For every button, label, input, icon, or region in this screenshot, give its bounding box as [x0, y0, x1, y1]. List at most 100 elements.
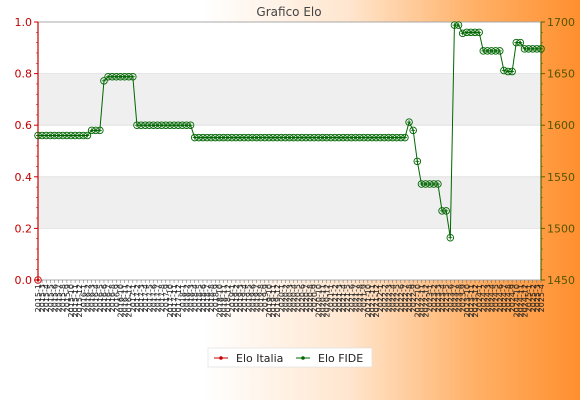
x-tick-label: 2019-6 — [248, 284, 257, 312]
x-tick-label: 2024-1 — [475, 284, 484, 312]
x-tick-label: 2017-5 — [145, 284, 154, 312]
x-tick-label: 2023-7 — [450, 284, 459, 312]
data-point — [442, 207, 450, 215]
x-tick-label: 2018-3 — [187, 284, 196, 312]
y-left-tick-label: 0.8 — [15, 68, 33, 81]
x-tick-label: 2022-8 — [405, 284, 414, 312]
x-tick-label: 2018-5 — [195, 284, 204, 312]
x-tick-label: 2022-5 — [393, 284, 402, 312]
x-tick-label: 2024-7 — [500, 284, 509, 312]
y-axis-right: 1450 1500 1550 1600 1650 1700 — [540, 16, 575, 287]
x-tick-label: 2022-2 — [380, 284, 389, 312]
x-tick-label: 2015-3 — [38, 284, 47, 312]
legend-box — [207, 347, 373, 368]
x-tick-label: 2015-7 — [55, 284, 64, 312]
x-tick-label: 2021-2 — [331, 284, 340, 312]
y-left-tick-label: 1.0 — [15, 16, 33, 29]
x-tick-label: 2016-11 — [121, 284, 130, 317]
x-tick-label: 2023-1 — [426, 284, 435, 312]
x-tick-label: 2018-6 — [199, 284, 208, 312]
legend-label-1[interactable]: Elo FIDE — [318, 352, 363, 365]
x-tick-label: 2019-2 — [232, 284, 241, 312]
x-tick-label: 2017-1 — [129, 284, 138, 312]
x-tick-label: 2025-3 — [533, 284, 542, 312]
x-tick-label: 2016-6 — [100, 284, 109, 312]
x-tick-label: 2023-9 — [459, 284, 468, 312]
x-tick-label: 2019-1 — [228, 284, 237, 312]
x-tick-label: 2022-4 — [389, 284, 398, 312]
x-tick-label: 2022-9 — [409, 284, 418, 312]
y-right-tick-label: 1450 — [547, 274, 575, 287]
x-tick-label: 2015-6 — [50, 284, 59, 312]
x-tick-label: 2016-2 — [83, 284, 92, 312]
x-tick-label: 2019-3 — [236, 284, 245, 312]
y-right-tick-label: 1650 — [547, 68, 575, 81]
x-tick-label: 2020-2 — [281, 284, 290, 312]
x-tick-label: 2015-8 — [59, 284, 68, 312]
x-tick-label: 2020-4 — [290, 284, 299, 312]
y-axis-left: 0.0 0.2 0.4 0.6 0.8 1.0 — [15, 16, 39, 287]
x-tick-label: 2020-8 — [306, 284, 315, 312]
y-left-tick-label: 0.4 — [15, 171, 33, 184]
data-point — [516, 38, 525, 47]
grid-band — [38, 176, 541, 229]
data-point — [458, 29, 467, 38]
x-tick-label: 2018-7 — [203, 284, 212, 312]
legend[interactable]: Elo Italia Elo FIDE — [207, 347, 373, 368]
x-tick-label: 2023-5 — [442, 284, 451, 312]
x-tick-label: 2019-12 — [273, 284, 282, 317]
x-tick-label: 2024-3 — [483, 284, 492, 312]
x-tick-label: 2024-11 — [516, 284, 525, 317]
x-tick-label: 2017-4 — [141, 284, 150, 312]
x-tick-label: 2024-2 — [479, 284, 488, 312]
x-tick-label: 2023-2 — [430, 284, 439, 312]
x-tick-label: 2019-5 — [244, 284, 253, 312]
x-tick-label: 2021-9 — [360, 284, 369, 312]
data-point — [34, 276, 42, 284]
x-tick-label: 2023-8 — [455, 284, 464, 312]
x-tick-label: 2024-4 — [488, 284, 497, 312]
data-point — [454, 21, 463, 29]
y-left-tick-label: 0.0 — [15, 274, 33, 287]
data-point — [405, 118, 413, 126]
x-tick-label: 2019-8 — [257, 284, 266, 312]
x-tick-label: 2016-3 — [88, 284, 97, 312]
y-right-tick-label: 1550 — [547, 171, 575, 184]
x-tick-label: 2024-12 — [521, 284, 530, 317]
x-tick-label: 2021-8 — [356, 284, 365, 312]
x-tick-label: 2023-10 — [463, 284, 472, 317]
legend-marker-0 — [219, 356, 223, 360]
y-right-tick-label: 1600 — [547, 119, 575, 132]
x-tick-label: 2017-3 — [137, 284, 146, 312]
x-tick-label: 2018-11 — [220, 284, 229, 317]
x-tick-label: 2018-10 — [215, 284, 224, 317]
x-tick-label: 2020-9 — [310, 284, 319, 312]
x-tick-label: 2019-4 — [240, 284, 249, 312]
x-tick-label: 2024-5 — [492, 284, 501, 312]
x-tick-label: 2018-1 — [178, 284, 187, 312]
x-tick-label: 2021-1 — [327, 284, 336, 312]
x-tick-label: 2019-11 — [269, 284, 278, 317]
x-tick-label: 2015-12 — [75, 284, 84, 317]
x-tick-label: 2021-10 — [364, 284, 373, 317]
x-tick-label: 2019-7 — [253, 284, 262, 312]
x-tick-label: 2020-7 — [302, 284, 311, 312]
x-tick-label: 2016-4 — [92, 284, 101, 312]
x-tick-label: 2024-8 — [504, 284, 513, 312]
x-tick-label: 2018-9 — [211, 284, 220, 312]
x-tick-label: 2021-12 — [372, 284, 381, 317]
x-tick-label: 2023-11 — [467, 284, 476, 317]
y-right-tick-label: 1700 — [547, 16, 575, 29]
data-point — [409, 126, 417, 135]
x-tick-label: 2017-9 — [162, 284, 171, 312]
x-tick-label: 2021-7 — [351, 284, 360, 312]
x-tick-label: 2020-5 — [294, 284, 303, 312]
x-tick-label: 2023-3 — [434, 284, 443, 312]
data-point — [508, 67, 516, 76]
x-tick-label: 2021-5 — [343, 284, 352, 312]
legend-label-0[interactable]: Elo Italia — [236, 352, 283, 365]
data-point — [413, 157, 422, 166]
x-tick-label: 2023-6 — [446, 284, 455, 312]
x-tick-label: 2018-12 — [224, 284, 233, 317]
